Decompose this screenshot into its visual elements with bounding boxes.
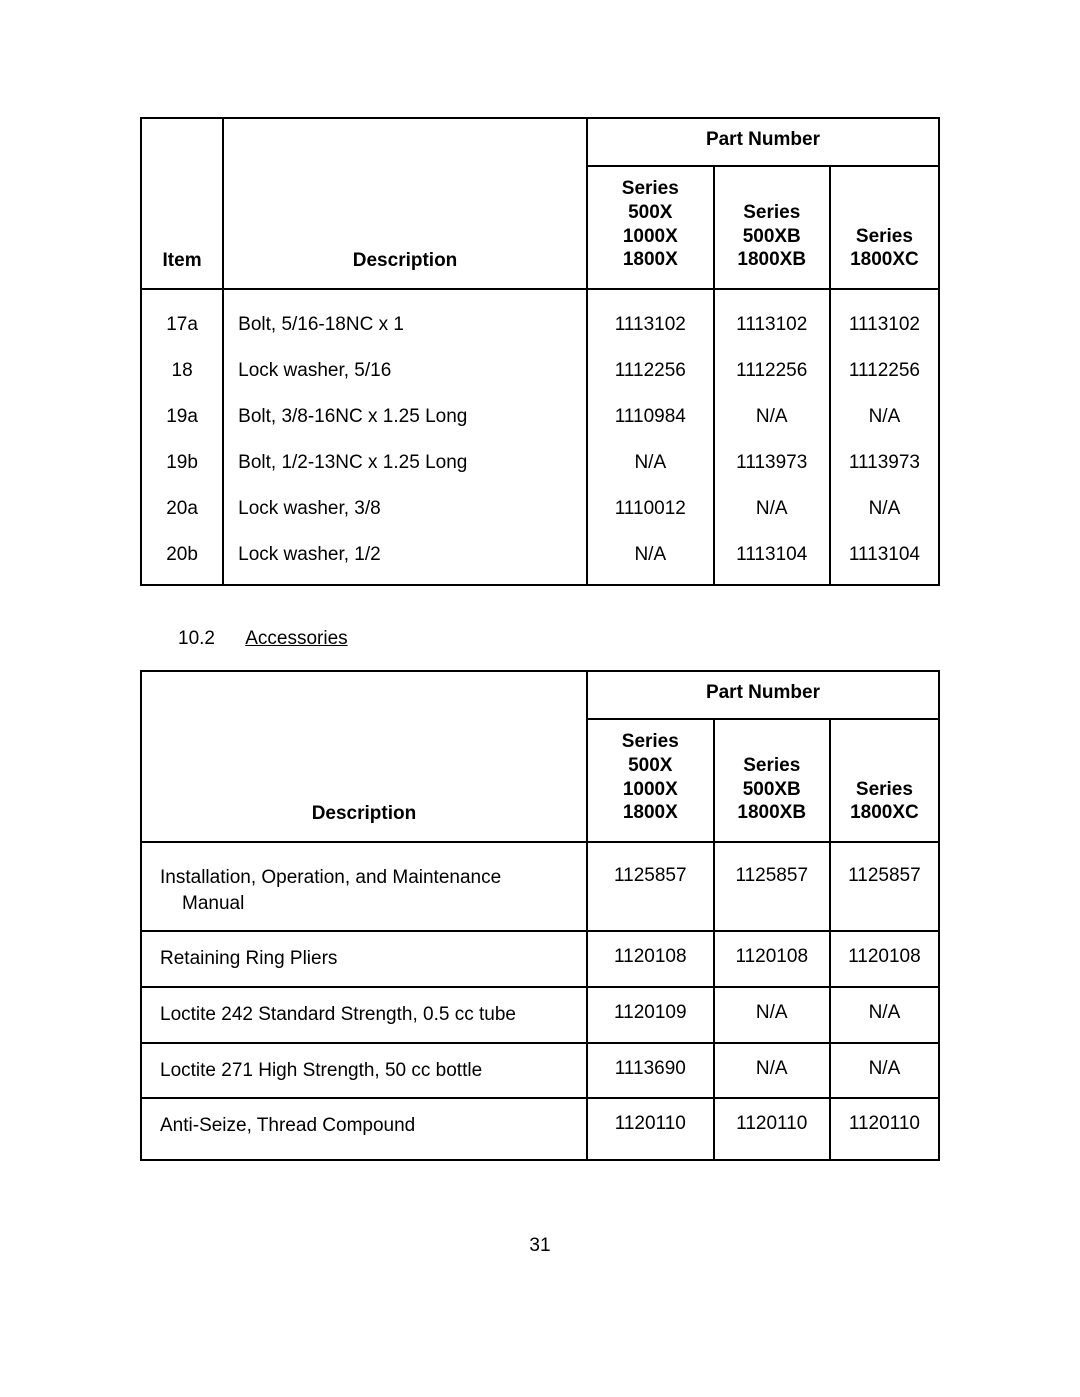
desc-line-1: Installation, Operation, and Maintenance	[160, 867, 501, 888]
cell-value: N/A	[830, 1043, 939, 1099]
header-description: Description	[223, 118, 587, 289]
table-row: Installation, Operation, and Maintenance…	[141, 842, 939, 931]
cell-item: 19b	[141, 442, 223, 488]
cell-value: 1120108	[587, 931, 714, 987]
cell-value: 1110984	[587, 396, 714, 442]
table-row: 19b Bolt, 1/2-13NC x 1.25 Long N/A 11139…	[141, 442, 939, 488]
header-part-number: Part Number	[587, 671, 939, 719]
cell-value: N/A	[830, 488, 939, 534]
header-series-2: Series500XB1800XB	[714, 166, 830, 289]
cell-desc: Installation, Operation, and Maintenance…	[141, 842, 587, 931]
table-row: Anti-Seize, Thread Compound 1120110 1120…	[141, 1098, 939, 1160]
table-row: Loctite 242 Standard Strength, 0.5 cc tu…	[141, 987, 939, 1043]
header-series-2: Series500XB1800XB	[714, 719, 830, 842]
section-title: Accessories	[245, 628, 347, 649]
cell-value: N/A	[830, 987, 939, 1043]
cell-value: 1113104	[830, 534, 939, 585]
cell-value: 1113690	[587, 1043, 714, 1099]
cell-value: N/A	[714, 987, 830, 1043]
cell-desc: Loctite 271 High Strength, 50 cc bottle	[141, 1043, 587, 1099]
table-row: 20b Lock washer, 1/2 N/A 1113104 1113104	[141, 534, 939, 585]
cell-desc: Bolt, 5/16-18NC x 1	[223, 289, 587, 350]
page-number: 31	[0, 1235, 1080, 1257]
cell-value: 1120108	[830, 931, 939, 987]
cell-value: 1113102	[587, 289, 714, 350]
header-series-3: Series1800XC	[830, 166, 939, 289]
cell-item: 20a	[141, 488, 223, 534]
cell-desc: Bolt, 3/8-16NC x 1.25 Long	[223, 396, 587, 442]
header-item: Item	[141, 118, 223, 289]
cell-value: N/A	[714, 396, 830, 442]
header-series-1: Series500X1000X1800X	[587, 166, 714, 289]
cell-item: 17a	[141, 289, 223, 350]
section-number: 10.2	[178, 628, 215, 650]
cell-value: N/A	[587, 534, 714, 585]
accessories-table-header-row-1: Description Part Number	[141, 671, 939, 719]
cell-item: 20b	[141, 534, 223, 585]
cell-value: 1125857	[830, 842, 939, 931]
header-description: Description	[141, 671, 587, 842]
header-series-1: Series500X1000X1800X	[587, 719, 714, 842]
cell-value: 1120110	[714, 1098, 830, 1160]
cell-value: 1112256	[587, 350, 714, 396]
cell-desc: Anti-Seize, Thread Compound	[141, 1098, 587, 1160]
parts-table: Item Description Part Number Series500X1…	[140, 117, 940, 586]
header-series-3: Series1800XC	[830, 719, 939, 842]
table-row: 17a Bolt, 5/16-18NC x 1 1113102 1113102 …	[141, 289, 939, 350]
cell-value: 1125857	[714, 842, 830, 931]
cell-value: 1112256	[714, 350, 830, 396]
cell-desc: Lock washer, 1/2	[223, 534, 587, 585]
desc-line-2: Manual	[160, 891, 574, 917]
accessories-table: Description Part Number Series500X1000X1…	[140, 670, 940, 1161]
table-row: Loctite 271 High Strength, 50 cc bottle …	[141, 1043, 939, 1099]
cell-value: N/A	[714, 488, 830, 534]
cell-value: N/A	[587, 442, 714, 488]
cell-desc: Bolt, 1/2-13NC x 1.25 Long	[223, 442, 587, 488]
cell-desc: Loctite 242 Standard Strength, 0.5 cc tu…	[141, 987, 587, 1043]
cell-desc: Retaining Ring Pliers	[141, 931, 587, 987]
cell-value: 1113102	[830, 289, 939, 350]
parts-table-header-row-1: Item Description Part Number	[141, 118, 939, 166]
cell-desc: Lock washer, 5/16	[223, 350, 587, 396]
page-content: Item Description Part Number Series500X1…	[0, 0, 1080, 1161]
cell-value: 1120110	[587, 1098, 714, 1160]
header-part-number: Part Number	[587, 118, 939, 166]
table-row: 20a Lock washer, 3/8 1110012 N/A N/A	[141, 488, 939, 534]
cell-value: 1113973	[830, 442, 939, 488]
cell-value: 1110012	[587, 488, 714, 534]
cell-item: 19a	[141, 396, 223, 442]
cell-value: 1120109	[587, 987, 714, 1043]
cell-value: N/A	[830, 396, 939, 442]
cell-value: 1113973	[714, 442, 830, 488]
cell-value: 1112256	[830, 350, 939, 396]
table-row: Retaining Ring Pliers 1120108 1120108 11…	[141, 931, 939, 987]
cell-value: 1120110	[830, 1098, 939, 1160]
cell-desc: Lock washer, 3/8	[223, 488, 587, 534]
cell-item: 18	[141, 350, 223, 396]
cell-value: 1113102	[714, 289, 830, 350]
table-row: 18 Lock washer, 5/16 1112256 1112256 111…	[141, 350, 939, 396]
cell-value: N/A	[714, 1043, 830, 1099]
cell-value: 1125857	[587, 842, 714, 931]
cell-value: 1120108	[714, 931, 830, 987]
table-row: 19a Bolt, 3/8-16NC x 1.25 Long 1110984 N…	[141, 396, 939, 442]
cell-value: 1113104	[714, 534, 830, 585]
section-heading: 10.2 Accessories	[178, 628, 940, 650]
